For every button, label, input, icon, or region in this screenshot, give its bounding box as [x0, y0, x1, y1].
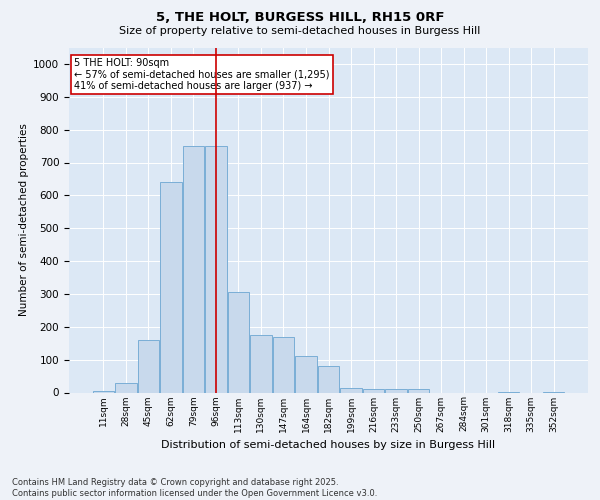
- Bar: [228, 292, 249, 392]
- Text: 5 THE HOLT: 90sqm
← 57% of semi-detached houses are smaller (1,295)
41% of semi-: 5 THE HOLT: 90sqm ← 57% of semi-detached…: [74, 58, 329, 91]
- Bar: [182, 146, 204, 392]
- Bar: [295, 356, 317, 392]
- Bar: [385, 389, 407, 392]
- Bar: [318, 366, 339, 392]
- X-axis label: Distribution of semi-detached houses by size in Burgess Hill: Distribution of semi-detached houses by …: [161, 440, 496, 450]
- Bar: [340, 388, 362, 392]
- Bar: [363, 388, 384, 392]
- Text: 5, THE HOLT, BURGESS HILL, RH15 0RF: 5, THE HOLT, BURGESS HILL, RH15 0RF: [156, 11, 444, 24]
- Text: Size of property relative to semi-detached houses in Burgess Hill: Size of property relative to semi-detach…: [119, 26, 481, 36]
- Bar: [115, 384, 137, 392]
- Bar: [273, 336, 294, 392]
- Bar: [160, 182, 182, 392]
- Bar: [92, 391, 114, 392]
- Bar: [408, 389, 429, 392]
- Bar: [137, 340, 159, 392]
- Y-axis label: Number of semi-detached properties: Number of semi-detached properties: [19, 124, 29, 316]
- Bar: [205, 146, 227, 392]
- Text: Contains HM Land Registry data © Crown copyright and database right 2025.
Contai: Contains HM Land Registry data © Crown c…: [12, 478, 377, 498]
- Bar: [250, 335, 272, 392]
